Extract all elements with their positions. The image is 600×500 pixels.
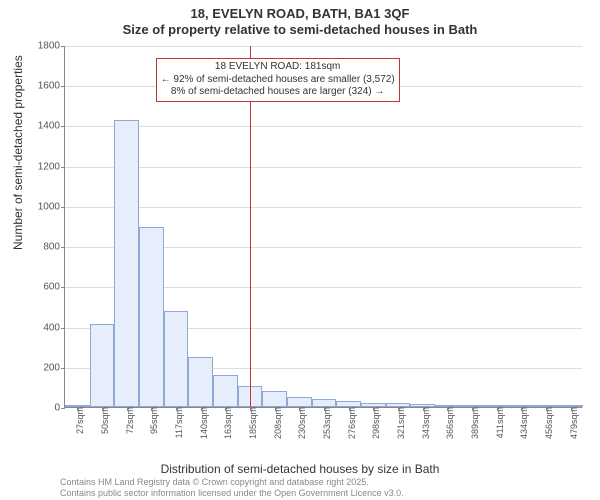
y-tick-label: 0 [54,403,65,414]
y-tick-label: 1600 [38,81,65,92]
footer-line-1: Contains HM Land Registry data © Crown c… [60,477,404,487]
x-tick-label: 230sqm [291,407,307,439]
histogram-bar [139,227,164,407]
x-tick-label: 389sqm [464,407,480,439]
chart-subtitle: Size of property relative to semi-detach… [0,22,600,37]
histogram-bar [90,324,115,407]
x-axis-title: Distribution of semi-detached houses by … [0,462,600,476]
x-tick-label: 479sqm [563,407,579,439]
annotation-line: 18 EVELYN ROAD: 181sqm [161,61,395,74]
y-tick-label: 400 [43,322,65,333]
annotation-line: 8% of semi-detached houses are larger (3… [161,86,395,99]
histogram-bar [287,397,312,407]
y-tick-label: 1800 [38,41,65,52]
y-gridline [65,46,582,47]
chart-title: 18, EVELYN ROAD, BATH, BA1 3QF [0,6,600,21]
histogram-bar [213,375,238,407]
annotation-line: ← 92% of semi-detached houses are smalle… [161,74,395,87]
x-tick-label: 163sqm [217,407,233,439]
x-tick-label: 253sqm [316,407,332,439]
x-tick-label: 343sqm [415,407,431,439]
x-tick-label: 434sqm [513,407,529,439]
x-tick-label: 321sqm [390,407,406,439]
x-tick-label: 72sqm [119,407,135,434]
annotation-box: 18 EVELYN ROAD: 181sqm← 92% of semi-deta… [156,58,400,102]
y-axis-title: Number of semi-detached properties [11,55,25,250]
footer-line-2: Contains public sector information licen… [60,488,404,498]
x-tick-label: 140sqm [193,407,209,439]
y-gridline [65,167,582,168]
x-tick-label: 208sqm [267,407,283,439]
y-gridline [65,207,582,208]
x-tick-label: 95sqm [143,407,159,434]
y-gridline [65,126,582,127]
y-tick-label: 1000 [38,201,65,212]
histogram-bar [164,311,189,407]
x-tick-label: 185sqm [242,407,258,439]
x-tick-label: 117sqm [168,407,184,438]
y-tick-label: 1400 [38,121,65,132]
y-tick-label: 1200 [38,161,65,172]
x-tick-label: 456sqm [538,407,554,439]
x-tick-label: 298sqm [365,407,381,439]
y-tick-label: 800 [43,242,65,253]
x-tick-label: 276sqm [341,407,357,439]
x-tick-label: 366sqm [439,407,455,439]
y-tick-label: 200 [43,362,65,373]
plot-area: 02004006008001000120014001600180027sqm50… [64,46,582,408]
y-tick-label: 600 [43,282,65,293]
attribution-footer: Contains HM Land Registry data © Crown c… [60,477,404,498]
x-tick-label: 27sqm [69,407,85,434]
histogram-bar [312,399,337,407]
histogram-bar [262,391,287,407]
histogram-bar [114,120,139,407]
x-tick-label: 411sqm [489,407,505,438]
histogram-bar [188,357,213,407]
x-tick-label: 50sqm [94,407,110,434]
